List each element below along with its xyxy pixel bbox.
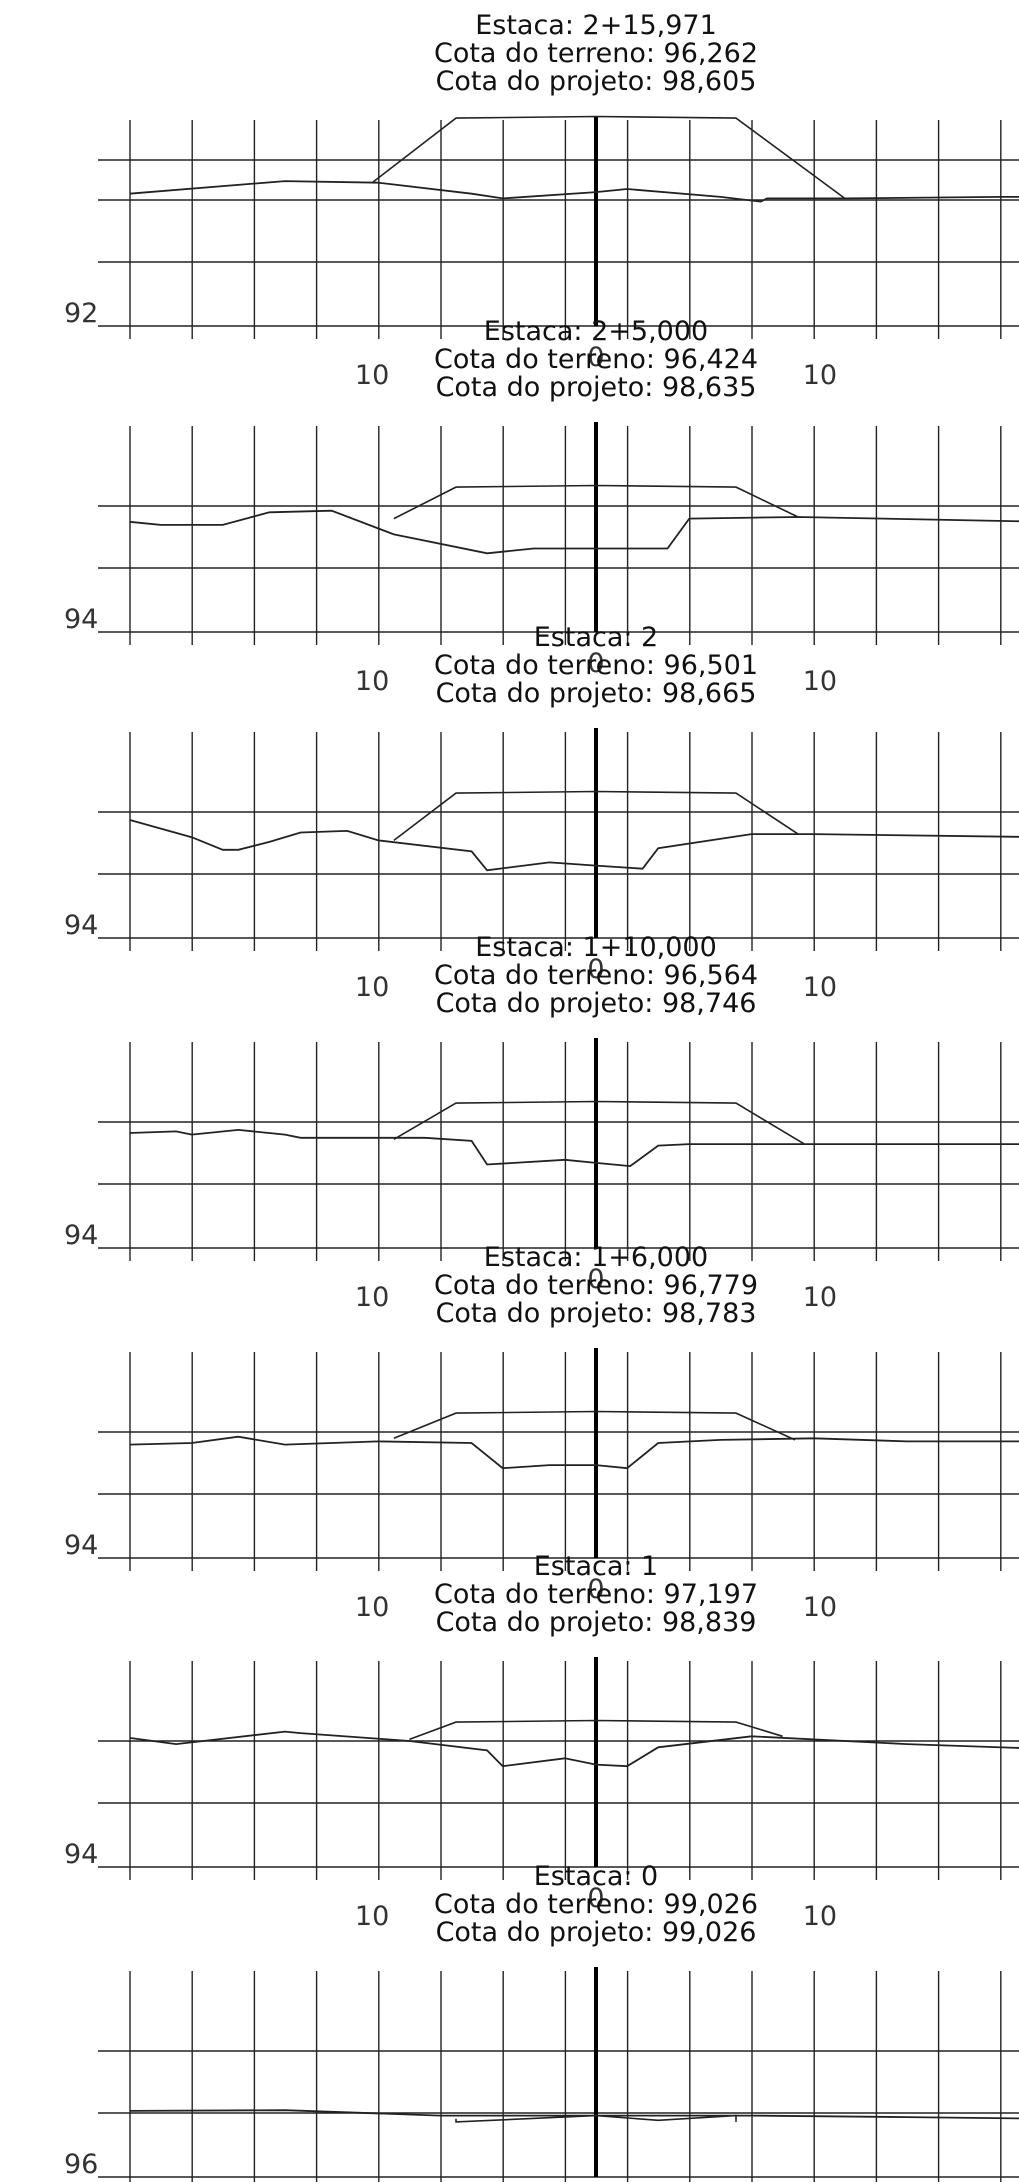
estaca-title: Estaca: 2+5,000 (484, 316, 708, 347)
base-elevation-label: 92 (64, 298, 98, 329)
axis-zero-label: 0 (587, 1883, 604, 1914)
terrain-profile-line (129, 1128, 1019, 1168)
cota-projeto-title: Cota do projeto: 98,746 (436, 988, 757, 1019)
axis-zero-label: 0 (587, 648, 604, 679)
cota-projeto-title: Cota do projeto: 99,026 (436, 1917, 757, 1948)
project-profile-line (409, 1719, 783, 1741)
axis-distance-label: 10 (803, 1592, 837, 1623)
cota-projeto-title: Cota do projeto: 98,839 (436, 1607, 757, 1638)
axis-distance-label: 10 (355, 666, 389, 697)
terrain-profile-line (129, 509, 1019, 555)
project-profile-line (371, 115, 846, 200)
cota-projeto-title: Cota do projeto: 98,783 (436, 1298, 757, 1329)
axis-zero-label: 0 (587, 342, 604, 373)
base-elevation-label: 94 (64, 1220, 98, 1251)
base-elevation-label: 94 (64, 604, 98, 635)
cota-projeto-title: Cota do projeto: 98,605 (436, 66, 757, 97)
project-profile-line (455, 2114, 737, 2123)
terrain-profile-line (129, 1730, 1019, 1768)
axis-zero-label: 0 (587, 1264, 604, 1295)
project-profile-line (393, 790, 799, 842)
cota-terreno-title: Cota do terreno: 97,197 (434, 1579, 758, 1610)
cota-projeto-title: Cota do projeto: 98,665 (436, 678, 757, 709)
estaca-title: Estaca: 1 (534, 1551, 659, 1582)
estaca-title: Estaca: 1+10,000 (475, 932, 717, 963)
cota-terreno-title: Cota do terreno: 96,424 (434, 344, 758, 375)
axis-distance-label: 10 (803, 666, 837, 697)
axis-distance-label: 10 (355, 1901, 389, 1932)
terrain-profile-line (129, 819, 1019, 872)
base-elevation-label: 96 (64, 2149, 98, 2180)
axis-zero-label: 0 (587, 1574, 604, 1605)
axis-distance-label: 10 (355, 972, 389, 1003)
project-profile-line (393, 1100, 805, 1145)
cota-terreno-title: Cota do terreno: 96,262 (434, 38, 758, 69)
axis-distance-label: 10 (803, 360, 837, 391)
estaca-title: Estaca: 0 (534, 1861, 659, 1892)
project-profile-line (393, 484, 799, 520)
cota-projeto-title: Cota do projeto: 98,635 (436, 372, 757, 403)
axis-distance-label: 10 (355, 360, 389, 391)
base-elevation-label: 94 (64, 1530, 98, 1561)
cota-terreno-title: Cota do terreno: 96,779 (434, 1270, 758, 1301)
axis-distance-label: 10 (803, 1901, 837, 1932)
axis-distance-label: 10 (803, 1282, 837, 1313)
axis-distance-label: 10 (355, 1592, 389, 1623)
terrain-profile-line (129, 2109, 1019, 2120)
base-elevation-label: 94 (64, 1839, 98, 1870)
axis-distance-label: 10 (803, 972, 837, 1003)
cota-terreno-title: Cota do terreno: 99,026 (434, 1889, 758, 1920)
project-profile-line (393, 1410, 796, 1441)
estaca-title: Estaca: 2 (534, 622, 659, 653)
terrain-profile-line (129, 180, 1019, 203)
cota-terreno-title: Cota do terreno: 96,501 (434, 650, 758, 681)
axis-distance-label: 10 (355, 1282, 389, 1313)
axis-zero-label: 0 (587, 954, 604, 985)
estaca-title: Estaca: 2+15,971 (475, 10, 717, 41)
terrain-profile-line (129, 1435, 1019, 1470)
estaca-title: Estaca: 1+6,000 (484, 1242, 708, 1273)
base-elevation-label: 94 (64, 910, 98, 941)
cota-terreno-title: Cota do terreno: 96,564 (434, 960, 758, 991)
